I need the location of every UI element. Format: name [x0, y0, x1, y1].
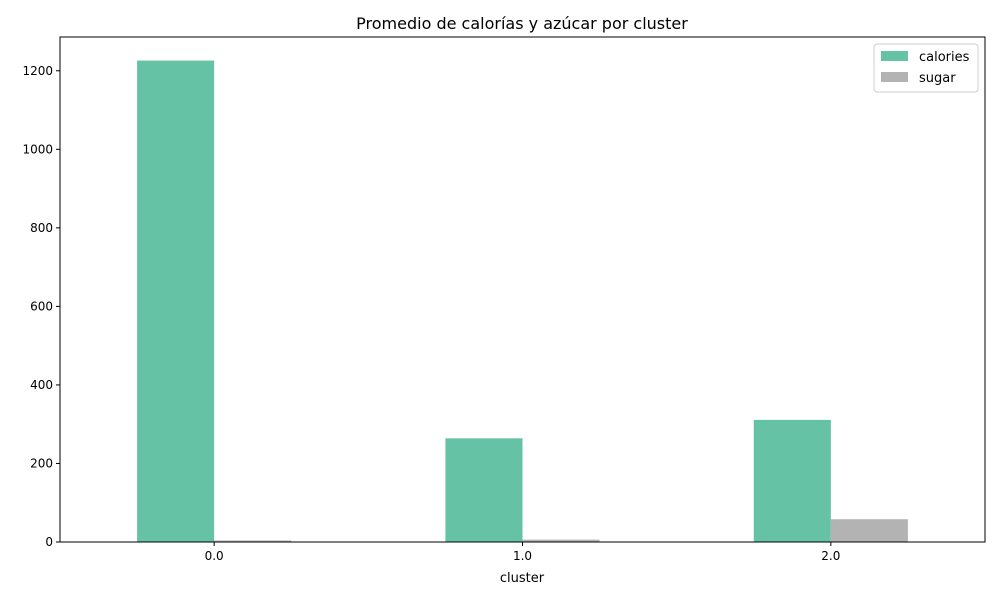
x-tick-label: 1.0: [513, 549, 532, 563]
legend-label-sugar: sugar: [919, 71, 956, 86]
y-tick-label: 1000: [22, 142, 53, 156]
bar-calories-0.0: [137, 60, 215, 542]
bar-calories-2.0: [753, 419, 831, 542]
y-axis-ticks: 0 200 400 600 800 1000 1200: [22, 64, 60, 549]
legend: calories sugar: [873, 43, 979, 93]
bar-sugar-0.0: [214, 540, 292, 542]
x-axis-ticks: 0.0 1.0 2.0: [205, 542, 840, 563]
x-tick-label: 2.0: [821, 549, 840, 563]
legend-swatch-calories: [881, 51, 908, 61]
x-tick-label: 0.0: [205, 549, 224, 563]
x-axis-label: cluster: [500, 571, 545, 586]
y-tick-label: 800: [30, 221, 53, 235]
y-tick-label: 400: [30, 378, 53, 392]
chart-title: Promedio de calorías y azúcar por cluste…: [356, 14, 688, 33]
legend-label-calories: calories: [919, 50, 970, 65]
y-tick-label: 200: [30, 456, 53, 470]
legend-swatch-sugar: [881, 72, 908, 82]
y-tick-label: 600: [30, 299, 53, 313]
bar-sugar-2.0: [830, 519, 908, 542]
bar-calories-1.0: [445, 438, 523, 542]
y-tick-label: 1200: [22, 64, 53, 78]
bar-sugar-1.0: [522, 539, 600, 542]
bars-group: [137, 60, 908, 542]
plot-frame: [59, 36, 986, 543]
y-tick-label: 0: [45, 535, 53, 549]
